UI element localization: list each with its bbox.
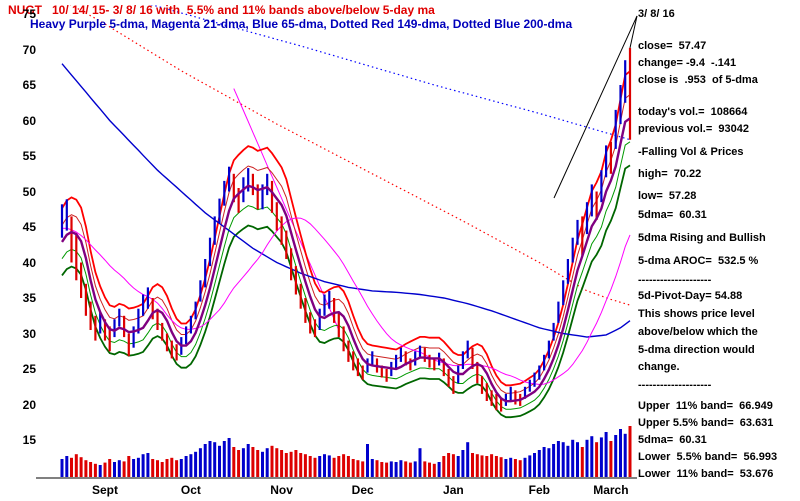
high-line: high= 70.22 — [638, 168, 702, 180]
y-tick-label: 75 — [22, 7, 36, 21]
month-label: March — [593, 483, 629, 497]
chart-title: NUGT 10/ 14/ 15- 3/ 8/ 16 with 5.5% and … — [8, 3, 435, 17]
month-label: Nov — [270, 483, 293, 497]
lower-55-band-line: Lower 5.5% band= 56.993 — [638, 451, 778, 463]
month-label: Jan — [443, 483, 464, 497]
y-tick-label: 60 — [22, 113, 36, 128]
low-line: low= 57.28 — [638, 190, 697, 202]
y-tick-label: 30 — [22, 326, 36, 341]
y-tick-label: 20 — [22, 397, 36, 412]
separator-1: -------------------- — [638, 274, 712, 286]
prev-vol-line: previous vol.= 93042 — [638, 123, 749, 135]
close-line: close= 57.47 — [638, 40, 707, 52]
pivot-desc-1: This shows price level — [638, 308, 755, 320]
pivot-desc-3: 5-dma direction would — [638, 344, 755, 356]
ma5-line-2: 5dma= 60.31 — [638, 434, 707, 446]
ma5-trend-line: 5dma Rising and Bullish — [638, 232, 766, 244]
ma5-line: 5dma= 60.31 — [638, 209, 707, 221]
upper-55-band-line: Upper 5.5% band= 63.631 — [638, 417, 774, 429]
y-tick-label: 25 — [22, 362, 36, 376]
change-line: change= -9.4 -.141 — [638, 57, 737, 69]
chart-legend: Heavy Purple 5-dma, Magenta 21-dma, Blue… — [30, 17, 573, 31]
month-label: Oct — [180, 483, 201, 497]
y-tick-label: 70 — [22, 42, 36, 57]
month-label: Feb — [528, 483, 550, 497]
todays-vol-line: today's vol.= 108664 — [638, 106, 748, 118]
close-ratio-line: close is .953 of 5-dma — [638, 74, 758, 86]
y-tick-label: 65 — [22, 78, 36, 92]
right-panel: 3/ 8/ 16 close= 57.47 change= -9.4 -.141… — [638, 0, 800, 501]
pivot-line: 5d-Pivot-Day= 54.88 — [638, 290, 743, 302]
vol-note-line: -Falling Vol & Prices — [638, 146, 744, 158]
separator-2: -------------------- — [638, 379, 712, 391]
y-tick-label: 15 — [22, 433, 36, 447]
y-tick-label: 55 — [22, 149, 36, 163]
month-label: Sept — [91, 483, 118, 497]
pivot-desc-4: change. — [638, 361, 680, 373]
y-tick-label: 45 — [22, 220, 36, 234]
month-label: Dec — [351, 483, 374, 497]
aroc-line: 5-dma AROC= 532.5 % — [638, 255, 759, 267]
y-tick-label: 50 — [22, 184, 36, 199]
y-tick-label: 35 — [22, 291, 36, 305]
y-tick-label: 40 — [22, 255, 36, 270]
pivot-desc-2: above/below which the — [638, 326, 758, 338]
date-label: 3/ 8/ 16 — [638, 8, 675, 20]
lower-11-band-line: Lower 11% band= 53.676 — [638, 468, 774, 480]
upper-11-band-line: Upper 11% band= 66.949 — [638, 400, 773, 412]
